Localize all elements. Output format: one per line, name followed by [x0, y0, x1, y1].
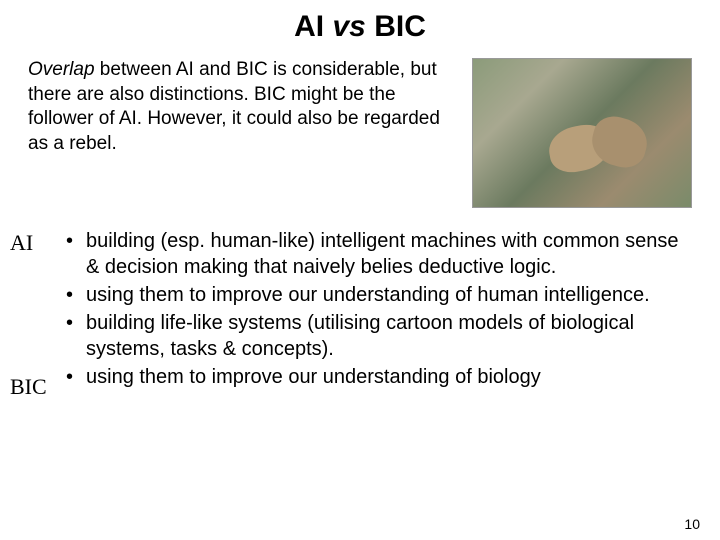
- content-row: AI BIC building (esp. human-like) intell…: [0, 216, 720, 400]
- title-pre: AI: [294, 10, 332, 43]
- deer-image: [472, 58, 692, 208]
- label-ai: AI: [10, 230, 62, 256]
- slide-title: AI vs BIC: [0, 0, 720, 58]
- list-item: building (esp. human-like) intelligent m…: [62, 228, 692, 280]
- list-item: using them to improve our understanding …: [62, 282, 692, 308]
- list-item: using them to improve our understanding …: [62, 364, 692, 390]
- intro-text: Overlap between AI and BIC is considerab…: [28, 58, 472, 157]
- title-vs: vs: [332, 10, 365, 43]
- intro-block: Overlap between AI and BIC is considerab…: [0, 58, 720, 216]
- label-column: AI BIC: [10, 228, 62, 400]
- label-bic: BIC: [10, 374, 62, 400]
- intro-overlap: Overlap: [28, 59, 95, 80]
- list-item: building life-like systems (utilising ca…: [62, 310, 692, 362]
- page-number: 10: [684, 516, 700, 532]
- title-post: BIC: [366, 10, 426, 43]
- bullet-list: building (esp. human-like) intelligent m…: [62, 228, 692, 392]
